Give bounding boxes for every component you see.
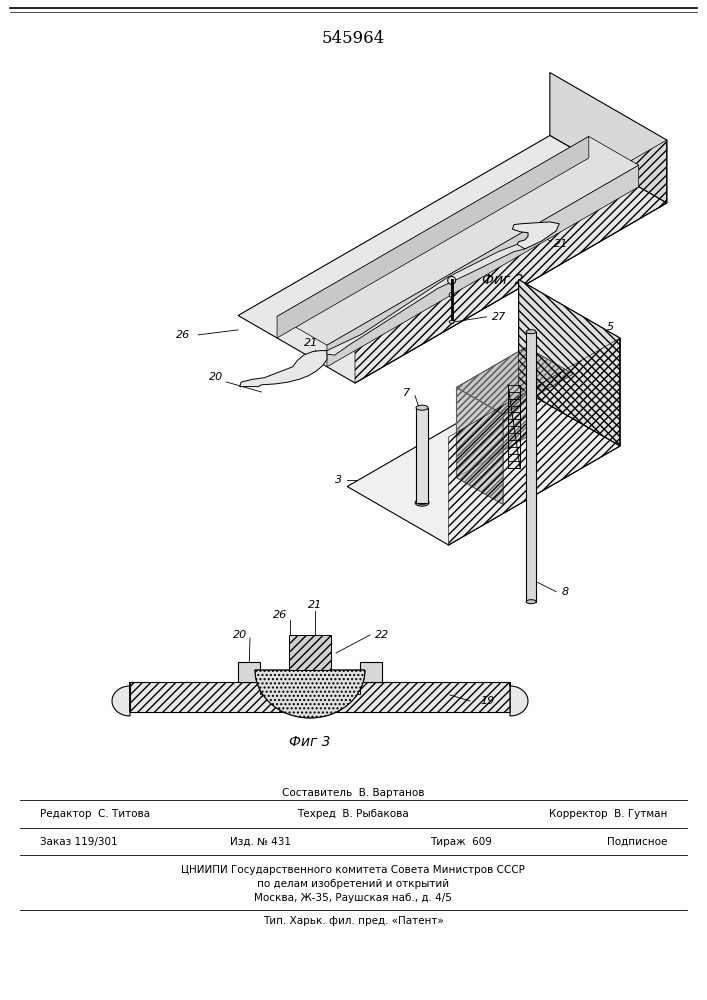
Text: 26: 26 xyxy=(176,330,190,340)
Text: Заказ 119/301: Заказ 119/301 xyxy=(40,837,117,847)
Text: Техред  В. Рыбакова: Техред В. Рыбакова xyxy=(297,809,409,819)
Circle shape xyxy=(448,276,455,284)
Polygon shape xyxy=(448,338,620,545)
Text: Корректор  В. Гутман: Корректор В. Гутман xyxy=(549,809,667,819)
Polygon shape xyxy=(347,387,620,545)
Polygon shape xyxy=(550,73,667,203)
Ellipse shape xyxy=(526,330,536,334)
Text: Фиг 3: Фиг 3 xyxy=(289,735,331,749)
Polygon shape xyxy=(260,682,360,694)
Text: ЦНИИПИ Государственного комитета Совета Министров СССР: ЦНИИПИ Государственного комитета Совета … xyxy=(181,865,525,875)
Polygon shape xyxy=(456,387,503,504)
Polygon shape xyxy=(510,682,528,716)
Polygon shape xyxy=(255,670,365,718)
Polygon shape xyxy=(360,662,382,682)
Polygon shape xyxy=(456,347,573,414)
Text: Москва, Ж-35, Раушская наб., д. 4/5: Москва, Ж-35, Раушская наб., д. 4/5 xyxy=(254,893,452,903)
Text: 8: 8 xyxy=(561,587,568,597)
Polygon shape xyxy=(277,136,589,338)
Polygon shape xyxy=(240,351,327,387)
Text: Фиг 2: Фиг 2 xyxy=(482,272,524,286)
Polygon shape xyxy=(238,662,260,682)
Text: 22: 22 xyxy=(375,630,390,640)
Text: Изд. № 431: Изд. № 431 xyxy=(230,837,291,847)
Circle shape xyxy=(449,292,454,297)
Polygon shape xyxy=(327,165,638,367)
Ellipse shape xyxy=(418,501,426,505)
Ellipse shape xyxy=(415,499,429,506)
Text: по делам изобретений и открытий: по делам изобретений и открытий xyxy=(257,879,449,889)
Text: 27: 27 xyxy=(491,312,506,322)
Text: 21: 21 xyxy=(303,338,318,348)
Ellipse shape xyxy=(416,405,428,410)
Polygon shape xyxy=(277,136,638,345)
Text: 21: 21 xyxy=(554,239,568,249)
Text: Составитель  В. Вартанов: Составитель В. Вартанов xyxy=(282,788,424,798)
Polygon shape xyxy=(289,635,331,670)
Polygon shape xyxy=(456,347,527,478)
Polygon shape xyxy=(238,135,667,383)
Text: 19: 19 xyxy=(480,696,494,706)
Text: 20: 20 xyxy=(233,630,247,640)
Polygon shape xyxy=(526,332,536,602)
Polygon shape xyxy=(130,682,510,712)
Text: 4: 4 xyxy=(481,390,488,400)
Text: 545964: 545964 xyxy=(322,30,385,47)
Text: 3: 3 xyxy=(335,475,342,485)
Polygon shape xyxy=(355,140,667,383)
Text: Подписное: Подписное xyxy=(607,837,667,847)
Polygon shape xyxy=(519,279,620,446)
Polygon shape xyxy=(327,244,525,355)
Polygon shape xyxy=(112,682,130,716)
Polygon shape xyxy=(416,408,428,503)
Text: 7: 7 xyxy=(404,388,411,398)
Text: Тип. Харьк. фил. пред. «Патент»: Тип. Харьк. фил. пред. «Патент» xyxy=(262,916,443,926)
Polygon shape xyxy=(513,222,559,249)
Text: 21: 21 xyxy=(308,600,322,610)
Text: 20: 20 xyxy=(209,372,223,382)
Text: Редактор  С. Титова: Редактор С. Титова xyxy=(40,809,150,819)
Text: Тираж  609: Тираж 609 xyxy=(430,837,492,847)
Text: 26: 26 xyxy=(273,610,287,620)
Ellipse shape xyxy=(526,600,536,604)
Text: 5: 5 xyxy=(607,322,614,332)
Ellipse shape xyxy=(449,320,454,323)
